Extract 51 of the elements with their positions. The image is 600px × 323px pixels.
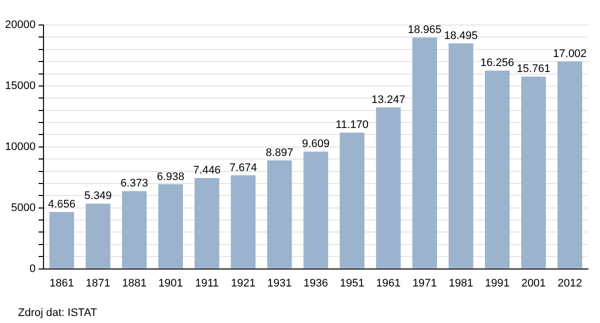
bar: [267, 160, 292, 268]
bar: [86, 204, 110, 268]
x-tick-label: 1991: [485, 277, 510, 290]
text: Zdroj dat: ISTAT: [18, 307, 98, 319]
data-label: 4.656: [48, 198, 76, 211]
x-tick-label: 2012: [558, 277, 582, 290]
x-tick-label: 1961: [376, 277, 401, 290]
x-tick-label: 1921: [230, 277, 256, 290]
data-label: 18.495: [444, 30, 478, 42]
x-tick-label: 1861: [49, 277, 74, 290]
data-label: 9.609: [302, 138, 330, 150]
y-tick-label: 15000: [4, 80, 36, 92]
bar: [158, 184, 183, 268]
data-label: 6.938: [156, 170, 184, 183]
y-tick-label: 20000: [4, 19, 36, 32]
data-label: 8.897: [266, 146, 294, 159]
x-tick-label: 1901: [158, 277, 183, 290]
data-label: 13.247: [372, 94, 406, 106]
data-label: 17.002: [553, 48, 587, 60]
x-tick-label: 1971: [412, 277, 437, 290]
bar: [412, 38, 438, 268]
bar: [376, 107, 401, 268]
x-tick-label: 2001: [521, 277, 546, 290]
bar: [49, 212, 74, 268]
x-tick-label: 1936: [304, 277, 328, 290]
bar: [303, 152, 328, 268]
data-label: 6.373: [120, 178, 148, 190]
x-tick-label: 1981: [448, 277, 474, 290]
x-tick-label: 1951: [340, 277, 364, 290]
x-tick-label: 1881: [122, 277, 147, 290]
bar: [448, 43, 474, 268]
data-label: 18.965: [408, 24, 442, 36]
bar: [230, 175, 256, 268]
data-label: 16.256: [480, 57, 514, 70]
bar: [558, 62, 582, 268]
y-tick-label: 10000: [4, 140, 36, 153]
x-tick-label: 1911: [195, 277, 219, 290]
data-label: 15.761: [516, 63, 550, 76]
bar: [122, 191, 147, 268]
data-label: 7.446: [193, 164, 221, 177]
data-label: 11.170: [336, 119, 368, 132]
bar: [340, 132, 364, 268]
y-tick-label: 0: [29, 262, 36, 275]
x-tick-label: 1871: [86, 277, 110, 290]
data-label: 5.349: [84, 190, 112, 202]
x-tick-label: 1931: [267, 277, 292, 290]
bar: [484, 70, 510, 268]
y-tick-label: 5000: [11, 202, 36, 214]
bar: [194, 178, 220, 268]
data-label: 7.674: [229, 162, 257, 174]
bar: [521, 76, 546, 268]
